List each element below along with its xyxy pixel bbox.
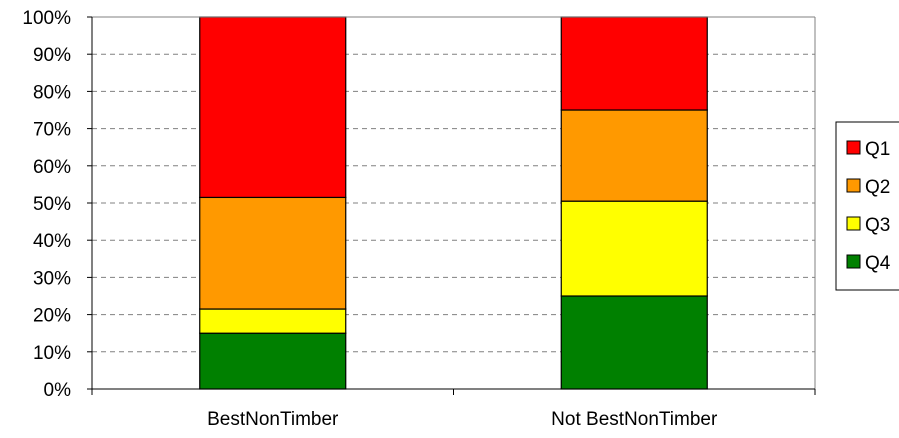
- x-tick-label: Not BestNonTimber: [551, 409, 718, 430]
- y-tick-label: 90%: [33, 45, 71, 66]
- y-tick-label: 70%: [33, 120, 71, 141]
- y-tick-label: 0%: [44, 380, 72, 401]
- bar-segment-q1: [199, 16, 347, 199]
- legend: Q1 Q2 Q3 Q4: [835, 121, 899, 291]
- bar-segment-q1: [560, 16, 708, 111]
- bar-segment-q3: [199, 308, 347, 334]
- y-tick-label: 20%: [33, 306, 71, 327]
- legend-label-q1: Q1: [865, 139, 890, 160]
- legend-swatch-q3: [846, 216, 861, 231]
- legend-swatch-q1: [846, 140, 861, 155]
- legend-label-q2: Q2: [865, 177, 890, 198]
- bar-segment-q4: [560, 295, 708, 390]
- y-tick-label: 60%: [33, 157, 71, 178]
- y-tick-label: 30%: [33, 268, 71, 289]
- y-tick-label: 80%: [33, 82, 71, 103]
- bars: [199, 16, 708, 390]
- bar-segment-q3: [560, 200, 708, 297]
- bar-segment-q4: [199, 332, 347, 390]
- y-tick-label: 100%: [22, 8, 71, 29]
- x-tick-label: BestNonTimber: [207, 409, 339, 430]
- y-tick-label: 40%: [33, 231, 71, 252]
- bar-segment-q2: [560, 109, 708, 202]
- legend-label-q3: Q3: [865, 215, 890, 236]
- legend-swatch-q2: [846, 178, 861, 193]
- axes: 0% 10% 20% 30% 40% 50% 60% 70% 80% 90% 100% BestNon…: [22, 8, 816, 430]
- legend-swatch-q4: [846, 254, 861, 269]
- y-tick-label: 50%: [33, 194, 71, 215]
- y-tick-label: 10%: [33, 343, 71, 364]
- legend-label-q4: Q4: [865, 253, 891, 274]
- bar-segment-q2: [199, 196, 347, 310]
